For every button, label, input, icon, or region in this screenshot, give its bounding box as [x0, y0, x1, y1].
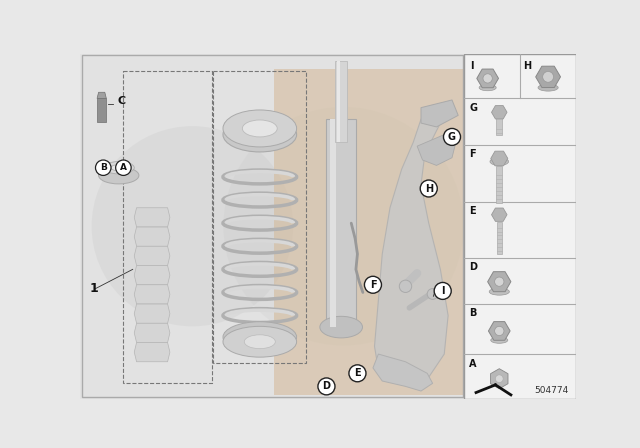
- Circle shape: [349, 365, 366, 382]
- Ellipse shape: [490, 158, 509, 165]
- Bar: [97, 99, 106, 121]
- Text: B: B: [469, 308, 476, 318]
- Circle shape: [495, 375, 503, 383]
- Bar: [81, 55, 463, 397]
- Polygon shape: [134, 304, 170, 323]
- Ellipse shape: [99, 167, 139, 184]
- Circle shape: [420, 180, 437, 197]
- Circle shape: [318, 378, 335, 395]
- Ellipse shape: [538, 84, 558, 91]
- Ellipse shape: [489, 288, 509, 295]
- Text: I: I: [441, 286, 444, 296]
- Bar: [213, 71, 307, 363]
- Text: I: I: [470, 61, 474, 72]
- Polygon shape: [134, 246, 170, 266]
- Ellipse shape: [244, 335, 275, 349]
- Ellipse shape: [223, 110, 296, 147]
- Ellipse shape: [223, 326, 296, 357]
- Text: 504774: 504774: [534, 386, 568, 395]
- Bar: [123, 71, 212, 383]
- Polygon shape: [421, 100, 458, 127]
- Text: F: F: [370, 280, 376, 290]
- Text: A: A: [120, 163, 127, 172]
- Bar: [496, 166, 502, 203]
- Circle shape: [495, 326, 504, 336]
- Text: C: C: [117, 96, 125, 106]
- Text: G: G: [448, 132, 456, 142]
- Polygon shape: [134, 208, 170, 227]
- Text: 1: 1: [90, 282, 98, 296]
- Polygon shape: [134, 266, 170, 285]
- Polygon shape: [134, 227, 170, 246]
- Text: D: D: [469, 262, 477, 271]
- Circle shape: [95, 160, 111, 176]
- Bar: [330, 119, 336, 327]
- Text: B: B: [100, 163, 107, 172]
- Ellipse shape: [103, 162, 134, 174]
- Ellipse shape: [223, 117, 296, 152]
- Polygon shape: [417, 134, 456, 165]
- Bar: [326, 119, 356, 327]
- Ellipse shape: [491, 337, 508, 343]
- Circle shape: [434, 282, 451, 299]
- Circle shape: [364, 276, 381, 293]
- Circle shape: [495, 277, 504, 286]
- Text: E: E: [354, 368, 361, 378]
- Bar: [335, 61, 348, 142]
- Circle shape: [92, 126, 293, 326]
- Circle shape: [543, 72, 554, 82]
- Ellipse shape: [223, 322, 296, 353]
- Bar: [80, 54, 465, 399]
- Ellipse shape: [111, 165, 127, 171]
- Bar: [496, 118, 502, 135]
- Polygon shape: [134, 343, 170, 362]
- Bar: [497, 222, 502, 254]
- Polygon shape: [373, 354, 433, 391]
- Text: H: H: [425, 184, 433, 194]
- Circle shape: [399, 280, 412, 293]
- Circle shape: [223, 107, 463, 345]
- Text: G: G: [469, 103, 477, 113]
- Ellipse shape: [243, 120, 277, 137]
- Circle shape: [116, 160, 131, 176]
- Circle shape: [444, 129, 461, 146]
- Text: H: H: [524, 61, 531, 72]
- Polygon shape: [134, 285, 170, 304]
- Text: D: D: [323, 381, 330, 392]
- Bar: [337, 61, 340, 142]
- Ellipse shape: [320, 316, 362, 338]
- Ellipse shape: [479, 85, 496, 91]
- Bar: [465, 54, 576, 399]
- Polygon shape: [274, 69, 465, 395]
- Circle shape: [428, 289, 438, 299]
- Circle shape: [483, 74, 492, 83]
- Text: F: F: [469, 149, 476, 159]
- Polygon shape: [374, 108, 448, 385]
- Polygon shape: [97, 92, 106, 99]
- Text: E: E: [469, 206, 476, 216]
- Text: A: A: [469, 359, 477, 369]
- Polygon shape: [134, 323, 170, 343]
